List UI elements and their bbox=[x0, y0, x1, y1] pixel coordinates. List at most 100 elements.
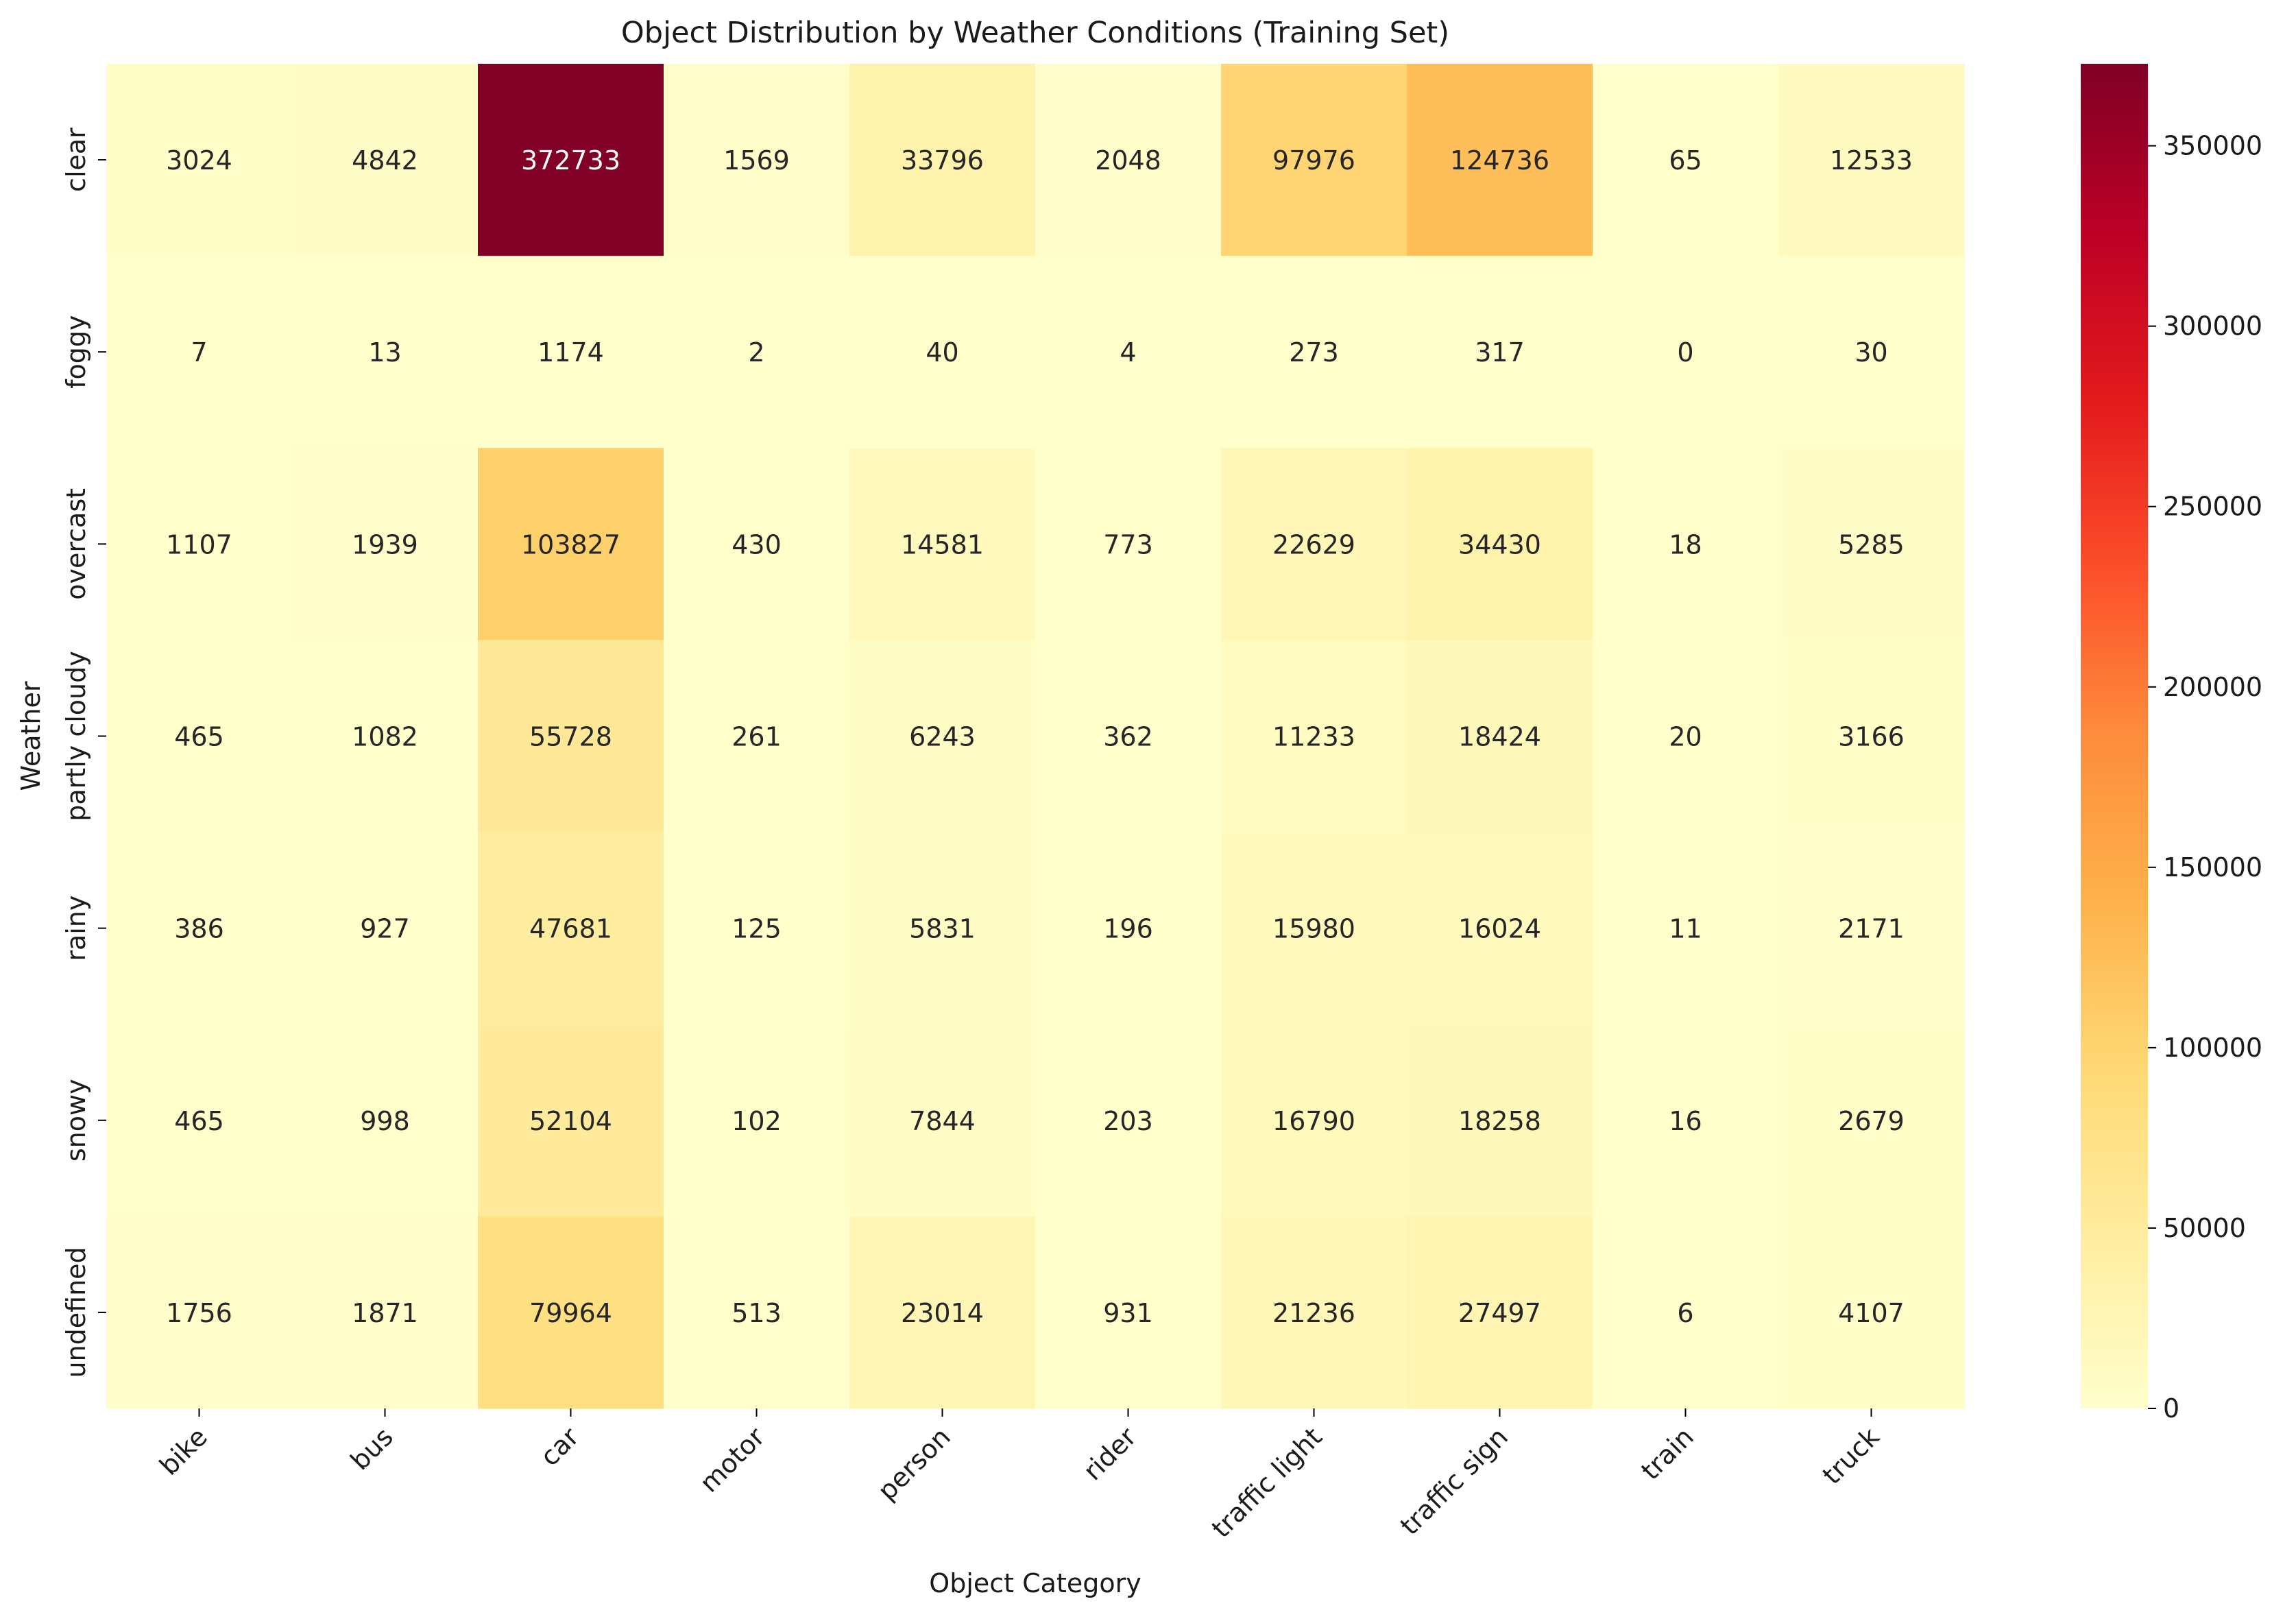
cell-value-label: 124736 bbox=[1450, 145, 1549, 176]
cell-value-label: 1939 bbox=[352, 529, 418, 560]
heatmap-cell bbox=[478, 64, 664, 256]
heatmap-cell bbox=[1407, 64, 1593, 256]
heatmap-cell bbox=[1593, 448, 1779, 641]
cell-value-label: 773 bbox=[1103, 529, 1153, 560]
heatmap-cell bbox=[106, 256, 293, 448]
heatmap-cell bbox=[849, 640, 1036, 833]
heatmap-cell bbox=[1407, 1216, 1593, 1409]
heatmap-cell bbox=[1035, 640, 1222, 833]
heatmap-cell bbox=[1221, 256, 1407, 448]
heatmap-cell bbox=[664, 1216, 850, 1409]
heatmap-cell bbox=[106, 832, 293, 1025]
heatmap-cell bbox=[1221, 640, 1407, 833]
cell-value-label: 11233 bbox=[1272, 722, 1355, 752]
colorbar-tick-label: 50000 bbox=[2163, 1213, 2246, 1243]
heatmap-cell bbox=[1221, 448, 1407, 641]
cell-value-label: 102 bbox=[732, 1106, 782, 1136]
x-tick-label: person bbox=[872, 1421, 956, 1506]
cell-value-label: 12533 bbox=[1830, 145, 1913, 176]
y-tick-label: overcast bbox=[61, 488, 91, 600]
cell-value-label: 125 bbox=[732, 914, 782, 944]
cell-value-label: 1871 bbox=[352, 1298, 418, 1328]
cell-value-label: 7844 bbox=[909, 1106, 976, 1136]
cell-value-label: 386 bbox=[174, 914, 224, 944]
heatmap-cell bbox=[292, 640, 479, 833]
colorbar-tick-label: 250000 bbox=[2163, 492, 2262, 522]
heatmap-cell bbox=[664, 448, 850, 641]
cell-value-label: 16 bbox=[1669, 1106, 1702, 1136]
cell-value-label: 15980 bbox=[1272, 914, 1355, 944]
x-tick-label: bike bbox=[154, 1421, 213, 1481]
heatmap-cell bbox=[849, 256, 1036, 448]
cell-value-label: 20 bbox=[1669, 722, 1702, 752]
heatmap-cell bbox=[1593, 640, 1779, 833]
heatmap-cell bbox=[1407, 832, 1593, 1025]
x-tick-label: car bbox=[534, 1421, 585, 1472]
heatmap-cell bbox=[1593, 256, 1779, 448]
cell-value-label: 16024 bbox=[1458, 914, 1541, 944]
colorbar-tick-label: 100000 bbox=[2163, 1033, 2262, 1063]
heatmap-cell bbox=[1035, 64, 1222, 256]
heatmap-cell bbox=[1407, 1024, 1593, 1217]
y-axis-label: Weather bbox=[16, 681, 46, 791]
cell-value-label: 317 bbox=[1475, 337, 1525, 368]
y-tick-label: foggy bbox=[61, 315, 91, 389]
colorbar: 0 50000 100000 150000 200000 250000 300000 3500… bbox=[2081, 64, 2262, 1424]
heatmap-cell bbox=[1778, 448, 1965, 641]
heatmap-cell bbox=[664, 1024, 850, 1217]
colorbar-tick-label: 200000 bbox=[2163, 672, 2262, 702]
x-axis-ticks: bike bus car motor person rider traffic light t… bbox=[154, 1408, 1885, 1544]
cell-value-label: 18424 bbox=[1458, 722, 1541, 752]
heatmap-cell bbox=[1778, 640, 1965, 833]
cell-value-label: 2 bbox=[748, 337, 764, 368]
heatmap-cell bbox=[849, 1024, 1036, 1217]
cell-value-label: 34430 bbox=[1458, 529, 1541, 560]
heatmap-cell bbox=[1407, 640, 1593, 833]
heatmap-cell bbox=[1407, 448, 1593, 641]
x-tick-label: rider bbox=[1078, 1421, 1143, 1487]
cell-value-label: 362 bbox=[1103, 722, 1153, 752]
heatmap-cell bbox=[1221, 1216, 1407, 1409]
cell-value-label: 4842 bbox=[352, 145, 418, 176]
x-tick-label: motor bbox=[694, 1421, 771, 1498]
cell-value-label: 22629 bbox=[1272, 529, 1355, 560]
x-tick-label: train bbox=[1635, 1421, 1700, 1486]
cell-value-label: 11 bbox=[1669, 914, 1702, 944]
x-tick-label: truck bbox=[1817, 1421, 1885, 1490]
y-tick-label: undefined bbox=[61, 1247, 91, 1378]
heatmap-cell bbox=[849, 64, 1036, 256]
heatmap-cell bbox=[1593, 1024, 1779, 1217]
cell-value-label: 1107 bbox=[166, 529, 232, 560]
cell-value-label: 5831 bbox=[909, 914, 976, 944]
heatmap-cell bbox=[1035, 448, 1222, 641]
cell-value-label: 203 bbox=[1103, 1106, 1153, 1136]
heatmap-cell bbox=[1593, 64, 1779, 256]
cell-value-label: 998 bbox=[360, 1106, 410, 1136]
y-tick-label: partly cloudy bbox=[61, 651, 91, 821]
cell-value-label: 6243 bbox=[909, 722, 976, 752]
cell-value-label: 430 bbox=[732, 529, 782, 560]
heatmap-cell bbox=[478, 256, 664, 448]
cell-value-label: 1082 bbox=[352, 722, 418, 752]
cell-value-label: 1569 bbox=[723, 145, 790, 176]
heatmap-cell bbox=[1221, 1024, 1407, 1217]
heatmap-cell bbox=[664, 832, 850, 1025]
x-tick-label: traffic light bbox=[1206, 1421, 1328, 1544]
heatmap-cell bbox=[292, 448, 479, 641]
heatmap-cell bbox=[478, 1024, 664, 1217]
colorbar-tick-label: 300000 bbox=[2163, 311, 2262, 341]
cell-value-label: 3166 bbox=[1838, 722, 1905, 752]
cell-value-label: 261 bbox=[732, 722, 782, 752]
heatmap-cell bbox=[106, 640, 293, 833]
colorbar-gradient bbox=[2081, 64, 2148, 1408]
heatmap-cell bbox=[1221, 64, 1407, 256]
colorbar-tick-label: 350000 bbox=[2163, 131, 2262, 161]
cell-value-label: 7 bbox=[191, 337, 207, 368]
heatmap-cell bbox=[1593, 832, 1779, 1025]
y-axis-ticks: clear foggy overcast partly cloudy rainy snow… bbox=[61, 128, 106, 1378]
cell-value-label: 13 bbox=[368, 337, 401, 368]
cell-value-label: 97976 bbox=[1272, 145, 1355, 176]
cell-value-label: 931 bbox=[1103, 1298, 1153, 1328]
cell-value-label: 927 bbox=[360, 914, 410, 944]
